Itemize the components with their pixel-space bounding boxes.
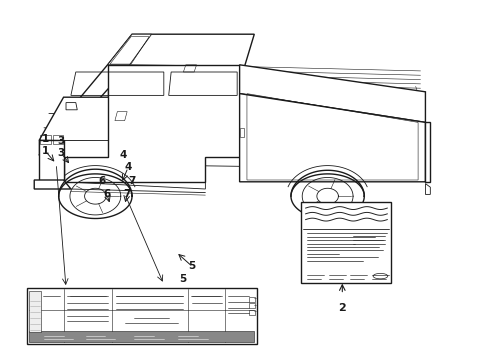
Text: 2: 2: [338, 303, 346, 314]
Text: 1: 1: [42, 146, 49, 156]
Text: 4: 4: [119, 150, 127, 160]
Bar: [27, 288, 256, 344]
Polygon shape: [239, 65, 425, 122]
Polygon shape: [39, 97, 195, 142]
Bar: [29, 331, 254, 342]
Text: 7: 7: [128, 176, 136, 186]
Polygon shape: [425, 184, 429, 194]
Text: 5: 5: [188, 261, 195, 271]
Bar: [29, 291, 41, 332]
Bar: [249, 303, 255, 308]
Text: 4: 4: [124, 162, 132, 172]
Polygon shape: [239, 94, 425, 182]
Text: 3: 3: [58, 136, 64, 146]
Polygon shape: [63, 140, 107, 157]
Polygon shape: [107, 34, 254, 67]
Polygon shape: [63, 65, 239, 182]
Text: 1: 1: [42, 134, 49, 144]
Text: 6: 6: [103, 189, 110, 199]
Text: 6: 6: [98, 176, 105, 186]
Polygon shape: [49, 65, 129, 135]
Bar: [239, 128, 244, 137]
Text: 3: 3: [58, 148, 64, 158]
Polygon shape: [425, 122, 429, 182]
Text: 5: 5: [179, 274, 185, 284]
Bar: [300, 202, 390, 283]
Text: 7: 7: [123, 189, 131, 199]
Polygon shape: [39, 140, 63, 182]
Polygon shape: [63, 173, 205, 189]
Polygon shape: [34, 180, 71, 189]
Polygon shape: [107, 34, 151, 65]
Bar: [249, 310, 255, 315]
Polygon shape: [66, 103, 77, 110]
Bar: [249, 297, 255, 302]
